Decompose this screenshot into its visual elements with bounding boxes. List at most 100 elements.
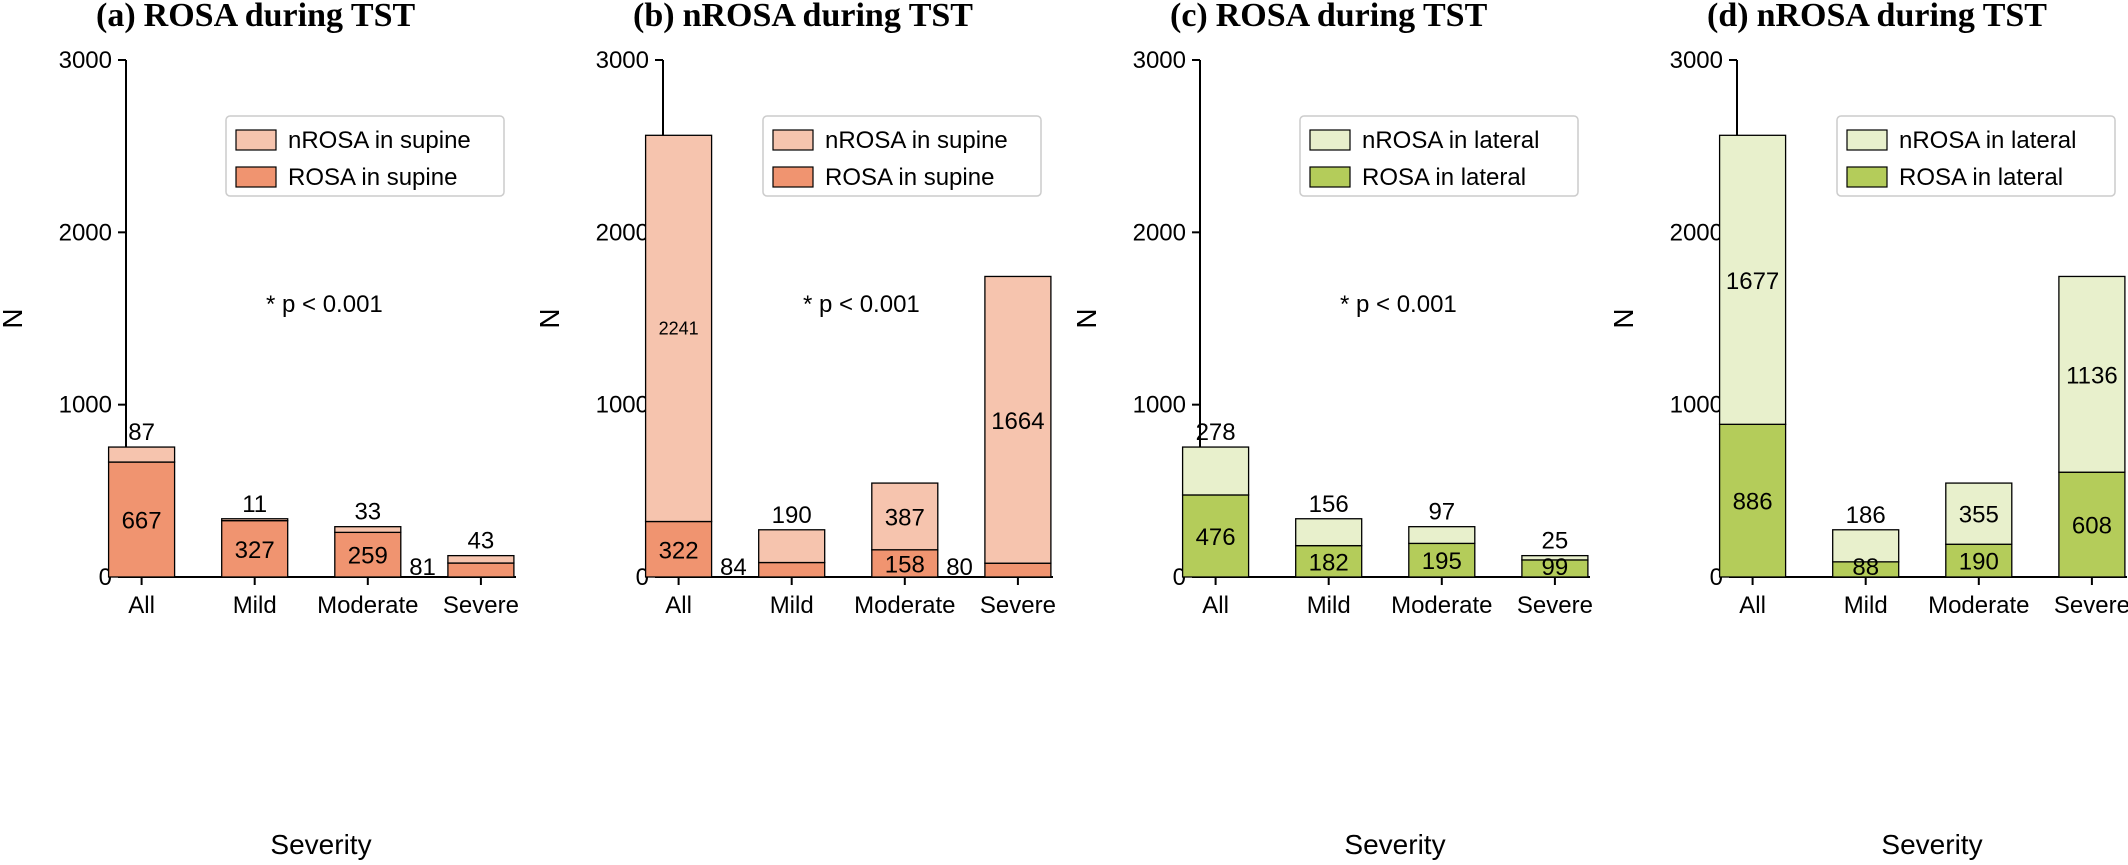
legend-swatch — [1309, 129, 1351, 151]
chart-panel-1: (a) ROSA during TST0100020003000NSeverity… — [0, 0, 519, 860]
x-tick-label: All — [665, 592, 692, 619]
panel-title-text: ROSA during TST — [1216, 0, 1488, 34]
data-label: 11 — [242, 491, 267, 518]
data-label: 87 — [128, 419, 155, 446]
y-tick-label: 2000 — [596, 219, 649, 246]
x-tick-label: Mild — [1307, 592, 1351, 619]
legend-swatch — [1309, 166, 1351, 188]
legend-swatch — [235, 129, 277, 151]
panel-label: (a) — [96, 0, 136, 34]
chart-title: (a) ROSA during TST — [96, 0, 415, 34]
chart-title: (c) ROSA during TST — [1170, 0, 1488, 34]
y-tick-label: 1000 — [1670, 392, 1723, 419]
data-label: 190 — [1959, 549, 1999, 576]
legend-label: nROSA in lateral — [1899, 127, 2076, 154]
significance-annotation: * p < 0.001 — [1340, 291, 1457, 318]
legend-label: ROSA in lateral — [1899, 164, 2063, 191]
data-label: 97 — [1428, 499, 1455, 526]
bar-nrosa-in-lateral — [1945, 482, 2013, 545]
data-label: 43 — [468, 528, 495, 555]
data-label: 25 — [1542, 528, 1569, 555]
legend-swatch — [772, 166, 814, 188]
data-label: 608 — [2072, 513, 2112, 540]
data-label: 88 — [1852, 554, 1879, 581]
y-tick-label: 2000 — [59, 219, 112, 246]
bar-rosa-in-supine — [447, 562, 515, 578]
bar-nrosa-in-lateral — [1832, 529, 1900, 563]
bar-rosa-in-supine — [221, 519, 289, 578]
panel-label: (b) — [633, 0, 675, 34]
bar-nrosa-in-supine — [107, 446, 176, 463]
significance-annotation: * p < 0.001 — [803, 291, 920, 318]
data-label: 81 — [409, 554, 436, 581]
legend: nROSA in lateral ROSA in lateral — [1836, 115, 2116, 197]
bar-nrosa-in-supine — [447, 554, 515, 564]
data-label: 182 — [1309, 549, 1349, 576]
x-tick-label: Severe — [2054, 592, 2128, 619]
legend: nROSA in supine ROSA in supine — [225, 115, 505, 197]
x-tick-label: All — [128, 592, 155, 619]
y-axis-label: N — [1071, 308, 1102, 328]
data-label: 84 — [720, 554, 747, 581]
data-label: 476 — [1196, 524, 1236, 551]
x-tick-label: Mild — [233, 592, 277, 619]
chart-title: (b) nROSA during TST — [633, 0, 973, 34]
data-label: 156 — [1309, 491, 1349, 518]
legend: nROSA in lateral ROSA in lateral — [1299, 115, 1579, 197]
bar-nrosa-in-supine — [871, 482, 939, 551]
data-label: 327 — [235, 537, 275, 564]
bar-nrosa-in-lateral — [1295, 518, 1363, 547]
data-label: 80 — [946, 554, 973, 581]
chart-panel-2: (b) nROSA during TST0100020003000NAll3222… — [534, 0, 1056, 619]
x-tick-label: Mild — [770, 592, 814, 619]
bar-rosa-in-lateral — [1181, 494, 1250, 578]
data-label: 190 — [772, 502, 812, 529]
data-label: 1136 — [2066, 362, 2118, 389]
legend-label: ROSA in supine — [288, 164, 457, 191]
bar-rosa-in-lateral — [1295, 544, 1363, 578]
y-axis-label: N — [534, 308, 565, 328]
x-axis-label: Severity — [1881, 829, 1982, 860]
bar-rosa-in-lateral — [1408, 542, 1476, 578]
bar-rosa-in-lateral — [2058, 471, 2126, 578]
x-tick-label: Moderate — [854, 592, 955, 619]
panel-label: (d) — [1707, 0, 1749, 34]
chart-panel-4: (d) nROSA during TST0100020003000NSeverit… — [1608, 0, 2128, 860]
bar-nrosa-in-lateral — [1521, 554, 1589, 561]
data-label: 355 — [1959, 502, 1999, 529]
legend-box — [1836, 115, 2116, 197]
bar-rosa-in-supine — [984, 562, 1052, 578]
legend-swatch — [1846, 129, 1888, 151]
data-label: 886 — [1733, 489, 1773, 516]
panel-title-text: ROSA during TST — [144, 0, 416, 34]
significance-annotation: * p < 0.001 — [266, 291, 383, 318]
legend-box — [762, 115, 1042, 197]
chart-title: (d) nROSA during TST — [1707, 0, 2047, 34]
panel-label: (c) — [1170, 0, 1208, 34]
data-label: 1664 — [991, 408, 1044, 435]
data-label: 278 — [1196, 419, 1236, 446]
x-tick-label: Moderate — [1928, 592, 2029, 619]
bar-rosa-in-supine — [871, 549, 939, 578]
y-tick-label: 1000 — [1133, 392, 1186, 419]
y-axis-label: N — [0, 308, 28, 328]
x-tick-label: Severe — [1517, 592, 1593, 619]
legend-label: nROSA in supine — [288, 127, 471, 154]
x-tick-label: All — [1202, 592, 1229, 619]
legend-label: ROSA in supine — [825, 164, 994, 191]
data-label: 2241 — [659, 318, 699, 338]
x-tick-label: All — [1739, 592, 1766, 619]
legend-swatch — [772, 129, 814, 151]
bar-nrosa-in-supine — [221, 518, 289, 522]
data-label: 322 — [659, 537, 699, 564]
y-tick-label: 2000 — [1133, 219, 1186, 246]
y-tick-label: 3000 — [59, 47, 112, 74]
data-label: 99 — [1542, 554, 1569, 581]
y-tick-label: 3000 — [596, 47, 649, 74]
data-label: 1677 — [1726, 268, 1779, 295]
bar-nrosa-in-supine — [334, 526, 402, 534]
y-axis-label: N — [1608, 308, 1639, 328]
legend-label: nROSA in supine — [825, 127, 1008, 154]
chart-panel-3: (c) ROSA during TST0100020003000NSeverity… — [1071, 0, 1593, 860]
